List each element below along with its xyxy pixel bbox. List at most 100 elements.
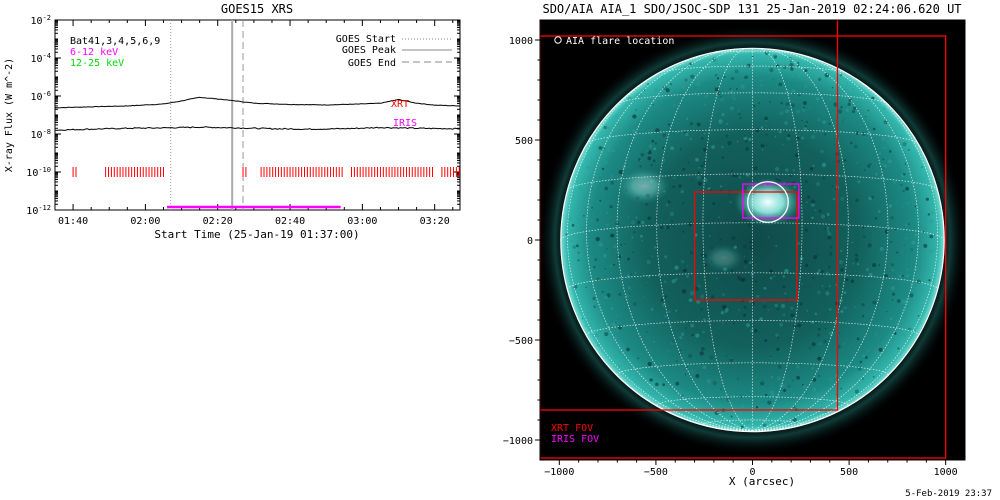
texture-speckle (604, 268, 607, 270)
texture-speckle (703, 132, 706, 135)
texture-speckle (777, 70, 781, 74)
texture-speckle (894, 332, 897, 335)
texture-speckle (719, 185, 723, 188)
texture-speckle (777, 70, 780, 72)
texture-speckle (810, 199, 816, 204)
texture-speckle (888, 150, 892, 153)
texture-speckle (864, 112, 869, 117)
texture-speckle (827, 265, 831, 269)
texture-speckle (707, 391, 710, 393)
texture-speckle (767, 309, 770, 312)
texture-speckle (627, 216, 630, 219)
texture-speckle (738, 176, 741, 179)
texture-speckle (631, 129, 636, 133)
goes-event-lines (170, 20, 244, 210)
texture-speckle (883, 146, 887, 150)
texture-speckle (804, 263, 809, 268)
texture-speckle (682, 168, 686, 171)
texture-speckle (714, 410, 719, 415)
texture-speckle (872, 375, 875, 378)
texture-speckle (637, 220, 641, 224)
longitude-line (586, 51, 753, 432)
texture-speckle (733, 394, 736, 397)
texture-speckle (778, 82, 783, 87)
goes-series (55, 96, 460, 131)
texture-speckle (745, 146, 750, 151)
texture-speckle (883, 120, 888, 125)
texture-speckle (871, 195, 874, 199)
texture-speckle (793, 316, 795, 319)
texture-speckle (780, 102, 783, 105)
bright-region-east (618, 168, 671, 204)
texture-speckle (651, 139, 655, 143)
texture-speckle (637, 357, 640, 360)
texture-speckle (662, 147, 665, 150)
texture-speckle (840, 196, 845, 201)
texture-speckle (716, 77, 720, 80)
texture-speckle (785, 102, 790, 106)
texture-speckle (664, 226, 667, 229)
texture-speckle (837, 109, 843, 114)
texture-speckle (686, 265, 689, 267)
texture-speckle (827, 232, 832, 237)
goes-info-block: Bat41,3,4,5,6,9 6-12 keV 12-25 keV (70, 36, 160, 69)
texture-speckle (630, 220, 636, 225)
texture-speckle (577, 259, 580, 262)
texture-speckle (729, 200, 732, 204)
texture-speckle (882, 166, 885, 169)
texture-speckle (721, 113, 725, 117)
texture-speckle (914, 205, 917, 208)
texture-speckle (900, 135, 903, 138)
texture-speckle (604, 332, 609, 337)
texture-speckle (792, 92, 795, 95)
texture-speckle (617, 364, 622, 369)
texture-speckle (884, 274, 888, 278)
texture-speckle (891, 263, 894, 267)
texture-speckle (731, 236, 736, 240)
texture-speckle (727, 141, 732, 146)
texture-speckle (626, 347, 630, 352)
texture-speckle (915, 180, 918, 183)
texture-speckle (744, 75, 748, 80)
texture-speckle (907, 149, 910, 151)
texture-speckle (792, 169, 795, 172)
texture-speckle (662, 85, 668, 91)
texture-speckle (598, 242, 603, 247)
texture-speckle (892, 132, 897, 137)
texture-speckle (614, 129, 619, 133)
texture-speckle (609, 265, 612, 268)
texture-speckle (857, 180, 861, 184)
texture-speckle (775, 333, 779, 337)
texture-speckle (748, 137, 752, 141)
texture-speckle (801, 136, 805, 140)
texture-speckle (781, 143, 784, 146)
aia-legend: AIA flare location (554, 36, 674, 47)
texture-speckle (872, 300, 877, 305)
legend-goes-start: GOES Start (336, 34, 396, 45)
texture-speckle (838, 332, 841, 335)
texture-speckle (715, 61, 719, 65)
texture-speckle (769, 355, 772, 358)
texture-speckle (907, 201, 911, 204)
texture-speckle (822, 120, 826, 124)
texture-speckle (661, 75, 663, 78)
texture-speckle (730, 356, 733, 360)
texture-speckle (694, 233, 698, 237)
texture-speckle (762, 301, 765, 304)
texture-speckle (629, 293, 631, 295)
texture-speckle (647, 150, 652, 155)
texture-speckle (698, 166, 700, 169)
texture-speckle (684, 132, 689, 137)
texture-speckle (861, 303, 865, 307)
texture-speckle (651, 374, 654, 377)
texture-speckle (792, 417, 797, 422)
texture-speckle (840, 249, 843, 253)
texture-speckle (790, 306, 794, 310)
texture-speckle (856, 337, 860, 341)
texture-speckle (718, 119, 723, 124)
texture-speckle (754, 264, 757, 266)
texture-speckle (647, 275, 650, 278)
texture-speckle (789, 174, 793, 177)
texture-speckle (585, 269, 589, 274)
texture-speckle (731, 77, 735, 81)
